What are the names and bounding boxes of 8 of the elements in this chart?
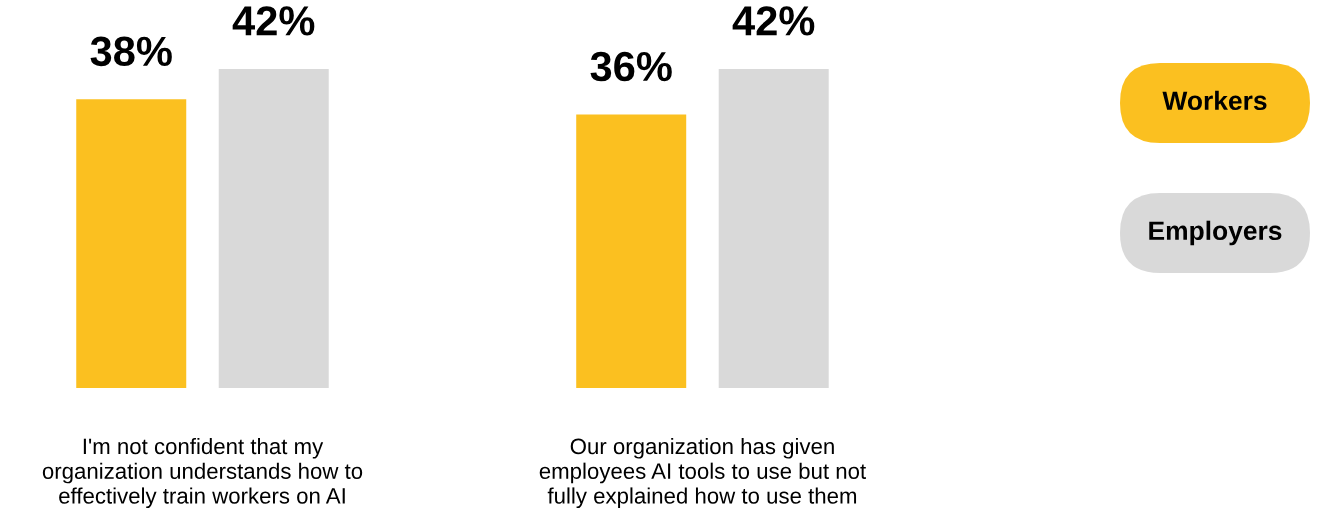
text: Workers — [1162, 90, 1267, 111]
data-label: 36% — [590, 51, 672, 82]
data-label: 42% — [232, 6, 315, 36]
data-label: 42% — [732, 6, 815, 36]
x-tick-label: Our organization has given employees AI tools to use but not fully explained how to use them — [539, 437, 866, 508]
x-tick-label: I'm not confident that my organization understands how to effectively train workers on AI — [42, 437, 363, 508]
data-label: 38% — [90, 36, 172, 67]
text: Employers — [1149, 220, 1282, 246]
